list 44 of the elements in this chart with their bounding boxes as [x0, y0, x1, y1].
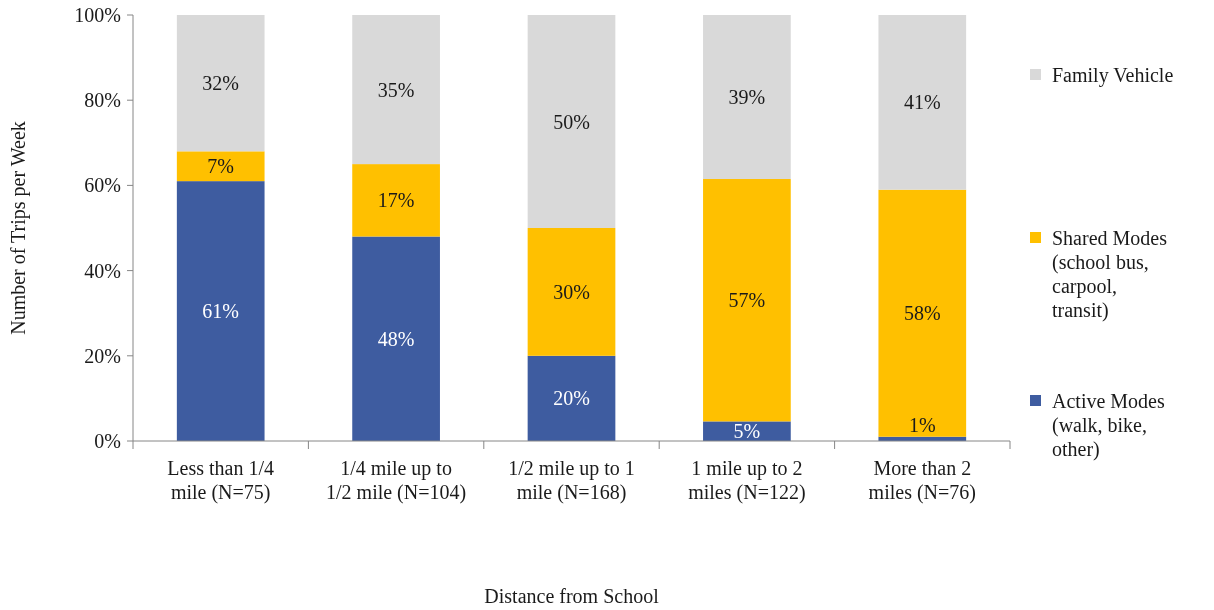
bar — [352, 236, 440, 441]
data-label: 17% — [377, 189, 415, 212]
data-label: 61% — [202, 300, 240, 323]
bar — [352, 15, 440, 165]
bar — [352, 164, 440, 237]
y-tick-label: 40% — [84, 259, 121, 282]
bar — [527, 15, 616, 228]
data-label: 48% — [377, 327, 415, 350]
bar — [527, 355, 616, 441]
data-label: 30% — [553, 280, 590, 303]
y-tick-label: 60% — [84, 174, 121, 197]
x-tick-label: 1/4 mile up to 1/2 mile (N=104) — [326, 457, 467, 504]
y-tick-label: 0% — [94, 430, 121, 452]
data-label: 57% — [728, 289, 766, 312]
bar — [878, 189, 967, 437]
bar — [176, 151, 265, 182]
data-label: 58% — [903, 302, 941, 325]
x-tick-label: Less than 1/4 mile (N=75) — [167, 457, 275, 504]
bar — [527, 228, 616, 356]
data-label: 5% — [733, 420, 761, 443]
data-label: 41% — [903, 91, 941, 114]
x-tick-label: 1 mile up to 2 miles (N=122) — [688, 457, 806, 504]
x-tick-label: 1/2 mile up to 1 mile (N=168) — [508, 457, 635, 504]
data-label: 35% — [377, 78, 415, 101]
data-label: 20% — [553, 387, 590, 410]
data-label: 1% — [908, 413, 936, 436]
data-label: 32% — [202, 72, 240, 95]
bar — [176, 15, 265, 152]
bar — [878, 15, 967, 190]
y-tick-label: 20% — [84, 344, 121, 367]
data-label: 7% — [207, 155, 235, 178]
data-label: 39% — [728, 86, 766, 108]
x-axis-title: Distance from School — [484, 585, 660, 607]
y-tick-label: 100% — [74, 4, 121, 26]
bar — [176, 181, 265, 441]
legend-label: Family Vehicle — [1052, 64, 1174, 87]
bar — [703, 15, 791, 180]
bar — [703, 179, 791, 422]
legend-label: Active Modes (walk, bike, other) — [1052, 390, 1165, 461]
y-axis-title: Number of Trips per Week — [7, 121, 30, 335]
y-tick-label: 80% — [84, 89, 121, 112]
legend-label: Shared Modes (school bus, carpool, transit) — [1052, 227, 1168, 322]
x-tick-label: More than 2 miles (N=76) — [868, 457, 976, 504]
data-label: 50% — [553, 110, 590, 133]
